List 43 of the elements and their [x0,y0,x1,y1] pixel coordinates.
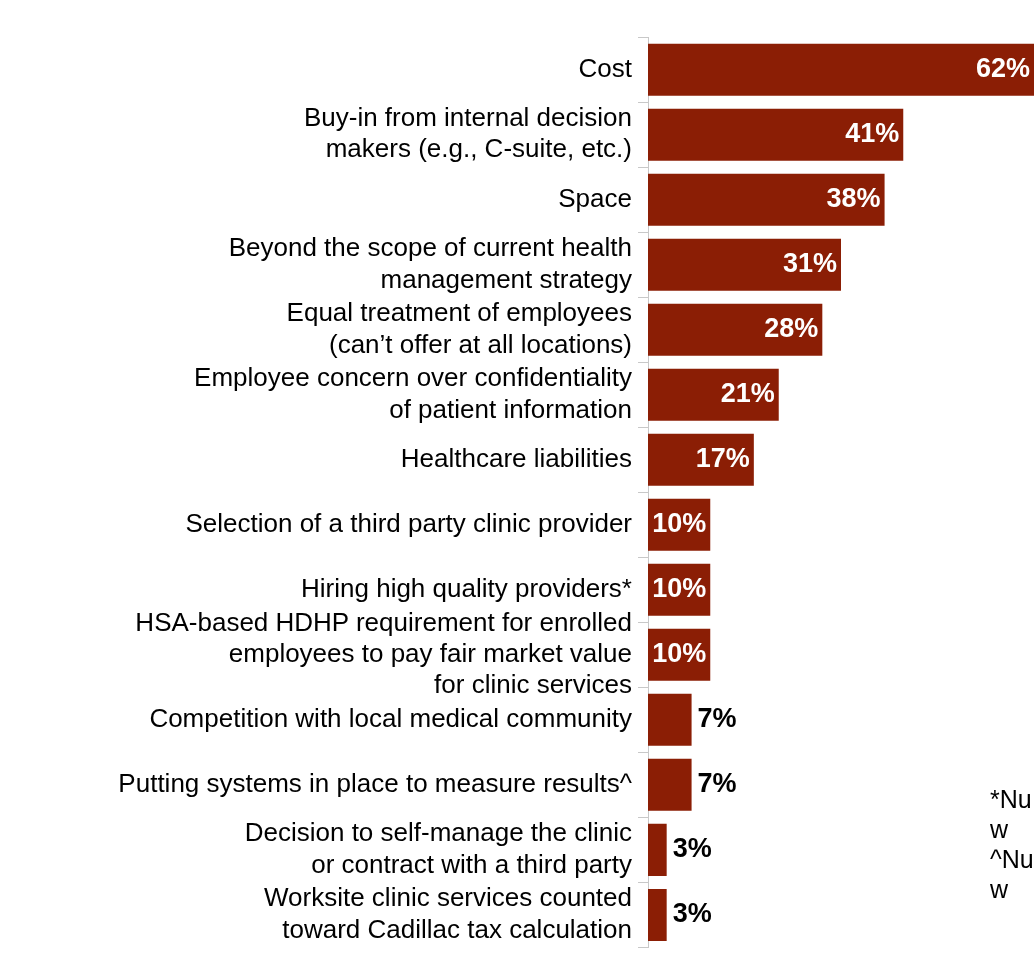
y-tick-label: Equal treatment of employees (can’t offer at all locations) [286,297,632,359]
data-label: 3% [672,898,712,929]
bar [648,368,779,421]
y-tick-label: Hiring high quality providers* [301,572,632,603]
data-label: 28% [764,313,819,344]
bar [648,888,667,941]
data-label: 38% [826,183,881,214]
bar [648,303,823,356]
y-tick-label: Selection of a third party clinic provider [185,507,633,538]
data-label: 21% [720,378,775,409]
data-label: 31% [782,248,837,279]
data-label: 17% [695,443,750,474]
bar [648,173,885,226]
data-label: 10% [652,508,707,539]
y-tick-label: Beyond the scope of current health management strategy [228,232,632,294]
y-tick-label: Competition with local medical community [149,703,632,734]
bar [648,238,841,291]
y-tick-label: Decision to self-manage the clinic or contract with a third party [244,817,632,879]
y-tick-label: Cost [578,52,633,83]
annotation: ^Nu [990,844,1034,874]
data-label: 62% [975,53,1030,84]
annotation: *Nu [990,784,1033,814]
data-label: 7% [697,768,737,799]
y-tick-label: Buy-in from internal decision makers (e.g., C-suite, etc.) [303,102,632,164]
y-tick-label: Space [558,182,632,213]
y-tick-label: Putting systems in place to measure results^ [118,768,633,799]
bar [648,433,754,486]
y-tick-label: HSA-based HDHP requirement for enrolled employees to pay fair market value for clinic services [135,606,632,700]
y-tick-label: Worksite clinic services counted toward Cadillac tax calculation [264,882,632,944]
y-tick-label: Healthcare liabilities [400,442,632,473]
bar [648,693,692,746]
data-label: 41% [845,118,900,149]
bar [648,758,692,811]
data-label: 3% [672,833,712,864]
bar [648,823,667,876]
bar [648,108,904,161]
annotation: w [990,814,1010,844]
data-label: 10% [652,573,707,604]
bar [648,43,1034,96]
data-label: 10% [652,638,707,669]
annotation: w [990,874,1010,904]
y-tick-label: Employee concern over confidentiality of patient information [194,362,632,424]
data-label: 7% [697,703,737,734]
